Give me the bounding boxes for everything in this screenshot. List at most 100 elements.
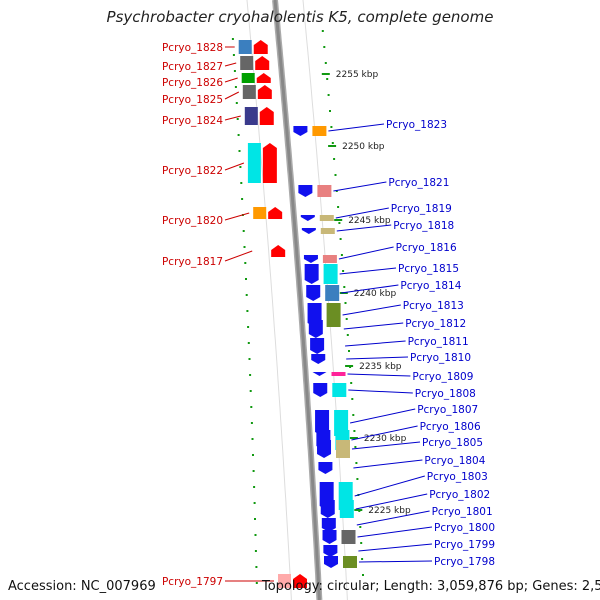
gene-arrow-forward xyxy=(300,215,315,221)
gene-label-pcryo_1805: Pcryo_1805 xyxy=(422,437,483,449)
inner-ring-dot xyxy=(236,118,239,120)
inner-ring-dot xyxy=(255,582,258,584)
label-leader-line xyxy=(224,115,241,121)
ruler-label: 2235 kbp xyxy=(359,362,402,372)
gene-arrow-reverse xyxy=(262,143,277,183)
gene-arrow-reverse xyxy=(257,85,272,99)
cog-box xyxy=(278,574,291,588)
cog-box xyxy=(331,372,346,376)
inner-ring-dot xyxy=(241,198,244,200)
inner-ring-dot xyxy=(247,326,250,328)
ring-outline-inner xyxy=(246,0,292,600)
cog-box xyxy=(343,556,357,568)
ruler-tick-major xyxy=(328,145,337,147)
inner-ring-dot xyxy=(242,230,245,232)
ruler-label: 2240 kbp xyxy=(354,289,397,299)
gene-label-pcryo_1812: Pcryo_1812 xyxy=(405,318,466,330)
gene-label-pcryo_1820: Pcryo_1820 xyxy=(162,215,223,227)
map-title: Psychrobacter cryohalolentis K5, complet… xyxy=(106,8,494,26)
ruler-tick-minor xyxy=(333,158,336,160)
gene-arrow-reverse xyxy=(268,207,283,219)
gene-label-pcryo_1815: Pcryo_1815 xyxy=(398,263,459,275)
cog-box xyxy=(325,285,340,301)
ruler-tick-minor xyxy=(327,94,330,96)
ruler-tick-minor xyxy=(359,526,362,528)
ruler-tick-minor xyxy=(326,78,329,80)
ruler-tick-minor xyxy=(324,62,327,64)
label-leader-line xyxy=(355,493,428,510)
gene-label-pcryo_1828: Pcryo_1828 xyxy=(162,42,223,54)
ruler-tick-minor xyxy=(362,574,364,576)
label-leader-line xyxy=(347,373,411,377)
label-leader-line xyxy=(338,246,394,260)
gene-arrow-forward xyxy=(317,440,332,458)
inner-ring-dot xyxy=(249,390,252,392)
gene-arrow-forward xyxy=(293,126,308,136)
gene-arrow-reverse xyxy=(292,574,307,588)
ruler-tick-minor xyxy=(323,46,326,48)
label-leader-line xyxy=(356,510,430,526)
gene-label-pcryo_1801: Pcryo_1801 xyxy=(432,506,493,518)
gene-arrow-reverse xyxy=(256,73,271,83)
ruler-tick-minor xyxy=(339,238,342,240)
inner-ring-dot xyxy=(252,454,254,456)
inner-ring-dot xyxy=(255,566,258,568)
ruler-tick-minor xyxy=(354,446,357,448)
cog-box xyxy=(312,126,327,136)
gene-label-pcryo_1800: Pcryo_1800 xyxy=(434,522,495,534)
ruler-tick-minor xyxy=(353,430,356,432)
gene-arrow-forward xyxy=(310,338,325,354)
ruler-tick-minor xyxy=(355,462,358,464)
gene-label-pcryo_1814: Pcryo_1814 xyxy=(400,280,461,292)
gene-arrow-forward xyxy=(301,228,316,234)
cog-box xyxy=(336,440,350,458)
gene-arrow-reverse xyxy=(271,245,286,257)
cog-box xyxy=(244,107,258,125)
label-leader-line xyxy=(224,212,250,221)
label-leader-line xyxy=(224,77,238,83)
inner-ring-dot xyxy=(248,358,251,360)
ruler-tick-major xyxy=(321,73,330,75)
ruler-tick-major xyxy=(334,219,343,221)
inner-ring-dot xyxy=(234,86,237,88)
gene-label-pcryo_1809: Pcryo_1809 xyxy=(412,371,473,383)
ruler-tick-minor xyxy=(337,206,340,208)
ruler-tick-minor xyxy=(331,142,334,144)
gene-label-pcryo_1818: Pcryo_1818 xyxy=(393,220,454,232)
accession-text: Accession: NC_007969 xyxy=(8,579,156,594)
label-leader-line xyxy=(351,441,421,450)
gene-arrow-forward xyxy=(324,556,339,568)
cog-box xyxy=(319,215,334,221)
gene-label-pcryo_1797: Pcryo_1797 xyxy=(162,576,223,588)
inner-ring-dot xyxy=(249,374,252,376)
ruler-tick-minor xyxy=(335,190,338,192)
gene-label-pcryo_1824: Pcryo_1824 xyxy=(162,115,223,127)
label-leader-line xyxy=(341,284,399,294)
label-leader-line xyxy=(351,425,418,441)
inner-ring-dot xyxy=(254,534,257,536)
cog-box xyxy=(341,530,356,544)
gene-label-pcryo_1816: Pcryo_1816 xyxy=(396,242,457,254)
label-leader-line xyxy=(335,207,389,219)
cog-box xyxy=(334,410,349,436)
gene-label-pcryo_1810: Pcryo_1810 xyxy=(410,352,471,364)
label-leader-line xyxy=(353,459,423,469)
gene-arrow-forward xyxy=(308,320,323,338)
ruler-tick-minor xyxy=(321,30,324,32)
gene-arrow-reverse xyxy=(253,40,268,54)
inner-ring-dot xyxy=(246,310,249,312)
gene-arrow-reverse xyxy=(255,56,270,70)
gene-arrow-forward xyxy=(320,500,335,518)
inner-ring-dot xyxy=(239,166,242,168)
gene-label-pcryo_1806: Pcryo_1806 xyxy=(420,421,481,433)
ruler-label: 2245 kbp xyxy=(348,216,391,226)
topology-text: Topology: circular; Length: 3,059,876 bp… xyxy=(262,579,600,594)
label-leader-line xyxy=(348,389,413,394)
gene-label-pcryo_1826: Pcryo_1826 xyxy=(162,77,223,89)
ruler-tick-minor xyxy=(356,478,359,480)
gene-label-pcryo_1819: Pcryo_1819 xyxy=(391,203,452,215)
gene-arrow-forward xyxy=(311,354,326,364)
gene-label-pcryo_1825: Pcryo_1825 xyxy=(162,94,223,106)
inner-ring-dot xyxy=(240,182,243,184)
